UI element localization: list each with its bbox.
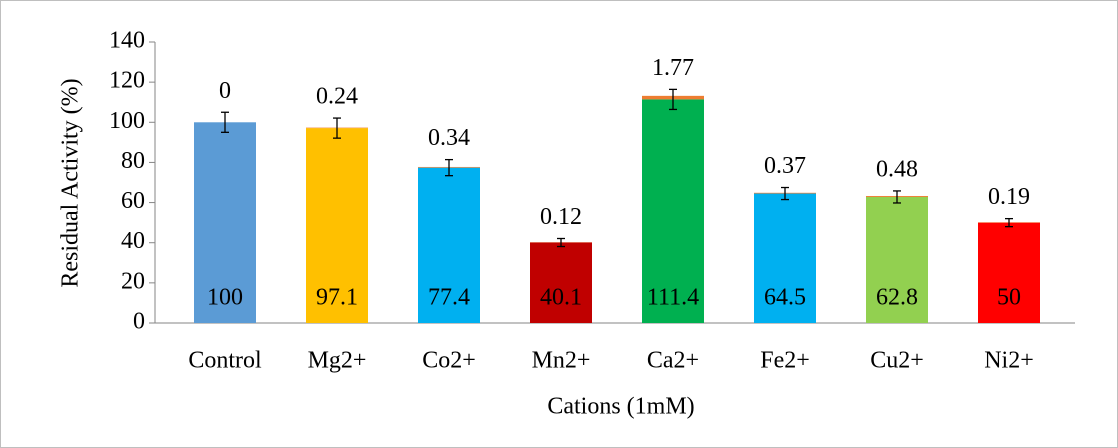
data-label: 111.4 [647,284,699,310]
data-label: 1.77 [652,55,694,81]
x-tick-label: Ca2+ [647,348,699,374]
y-axis-title: Residual Activity (%) [58,78,84,287]
bar-segment [642,99,704,323]
error-bar [333,117,341,139]
x-tick-label: Control [188,348,262,374]
x-tick-label: Co2+ [422,348,476,374]
error-bar [221,111,229,133]
data-label: 0.24 [316,84,358,110]
y-tick-label: 20 [121,268,145,294]
bar-segment [530,242,592,323]
x-tick-label: Fe2+ [760,348,810,374]
y-tick-label: 0 [133,309,145,335]
error-bar [893,190,901,204]
data-label: 97.1 [316,284,358,310]
x-axis-title: Cations (1mM) [547,394,694,420]
bar-segment [754,193,816,323]
data-label: 0.19 [988,184,1030,210]
y-tick-label: 100 [109,108,145,134]
data-label: 40.1 [540,284,582,310]
x-tick-label: Cu2+ [870,348,924,374]
y-tick-label: 40 [121,228,145,254]
error-bar [781,186,789,201]
bar-segment [866,196,928,323]
data-label: 62.8 [876,284,918,310]
error-bar [1005,217,1013,228]
x-tick-label: Ni2+ [984,348,1034,374]
bar-segment [306,128,368,323]
y-tick-label: 120 [109,68,145,94]
y-tick-label: 80 [121,148,145,174]
bar-segment [418,167,480,323]
data-label: 50 [997,284,1021,310]
data-label: 0.48 [876,156,918,182]
x-tick-label: Mg2+ [308,348,367,374]
x-tick-label: Mn2+ [532,348,591,374]
bar-segment [978,222,1040,323]
error-bar [445,158,453,177]
data-label: 100 [207,284,243,310]
data-label: 0.34 [428,125,470,151]
data-label: 0 [219,78,231,104]
y-tick-label: 60 [121,188,145,214]
error-bar [669,88,677,111]
data-label: 0.37 [764,153,806,179]
bar-segment [194,122,256,324]
error-bar [557,237,565,248]
data-label: 77.4 [428,284,470,310]
data-label: 64.5 [764,284,806,310]
data-label: 0.12 [540,204,582,230]
y-tick-label: 140 [109,28,145,54]
